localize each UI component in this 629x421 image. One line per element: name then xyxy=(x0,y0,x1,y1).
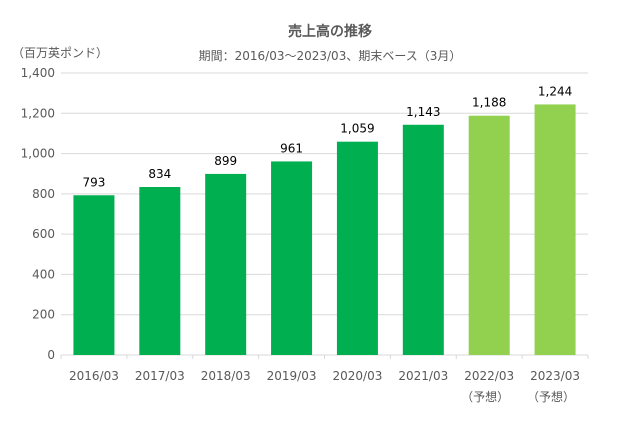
x-tick-note: （予想） xyxy=(461,389,509,404)
bar-2022/03 xyxy=(468,115,510,356)
bar-2018/03 xyxy=(205,173,247,355)
bar-2020/03 xyxy=(336,141,378,355)
x-tick-label: 2018/03 xyxy=(201,369,251,383)
chart-subtitle: 期間：2016/03～2023/03、期末ベース（3月） xyxy=(199,49,462,63)
x-tick-label: 2022/03 xyxy=(464,369,514,383)
data-label: 1,188 xyxy=(472,96,506,110)
x-tick-label: 2021/03 xyxy=(398,369,448,383)
x-tick-label: 2017/03 xyxy=(135,369,185,383)
x-tick-label: 2019/03 xyxy=(267,369,317,383)
bar-2016/03 xyxy=(73,195,115,355)
x-tick-label: 2016/03 xyxy=(69,369,119,383)
bar-2021/03 xyxy=(402,124,444,355)
y-tick-label: 400 xyxy=(32,267,55,281)
bar-2017/03 xyxy=(139,187,181,355)
chart-title: 売上高の推移 xyxy=(288,23,372,40)
bar-2023/03 xyxy=(534,104,576,356)
data-label: 1,244 xyxy=(538,84,572,98)
y-tick-label: 1,400 xyxy=(21,66,55,80)
data-label: 1,143 xyxy=(406,105,440,119)
y-tick-label: 800 xyxy=(32,187,55,201)
bar-2019/03 xyxy=(271,161,313,355)
data-label: 793 xyxy=(82,175,105,189)
x-tick-note: （予想） xyxy=(527,389,575,404)
y-tick-label: 1,000 xyxy=(21,147,55,161)
y-tick-label: 600 xyxy=(32,227,55,241)
data-label: 899 xyxy=(214,154,237,168)
data-label: 1,059 xyxy=(340,122,374,136)
data-label: 834 xyxy=(148,167,171,181)
x-tick-label: 2023/03 xyxy=(530,369,580,383)
y-tick-label: 200 xyxy=(32,308,55,322)
x-tick-label: 2020/03 xyxy=(333,369,383,383)
y-tick-label: 1,200 xyxy=(21,106,55,120)
data-label: 961 xyxy=(280,141,303,155)
y-tick-label: 0 xyxy=(47,348,55,362)
y-axis-label: （百万英ポンド） xyxy=(12,46,108,60)
